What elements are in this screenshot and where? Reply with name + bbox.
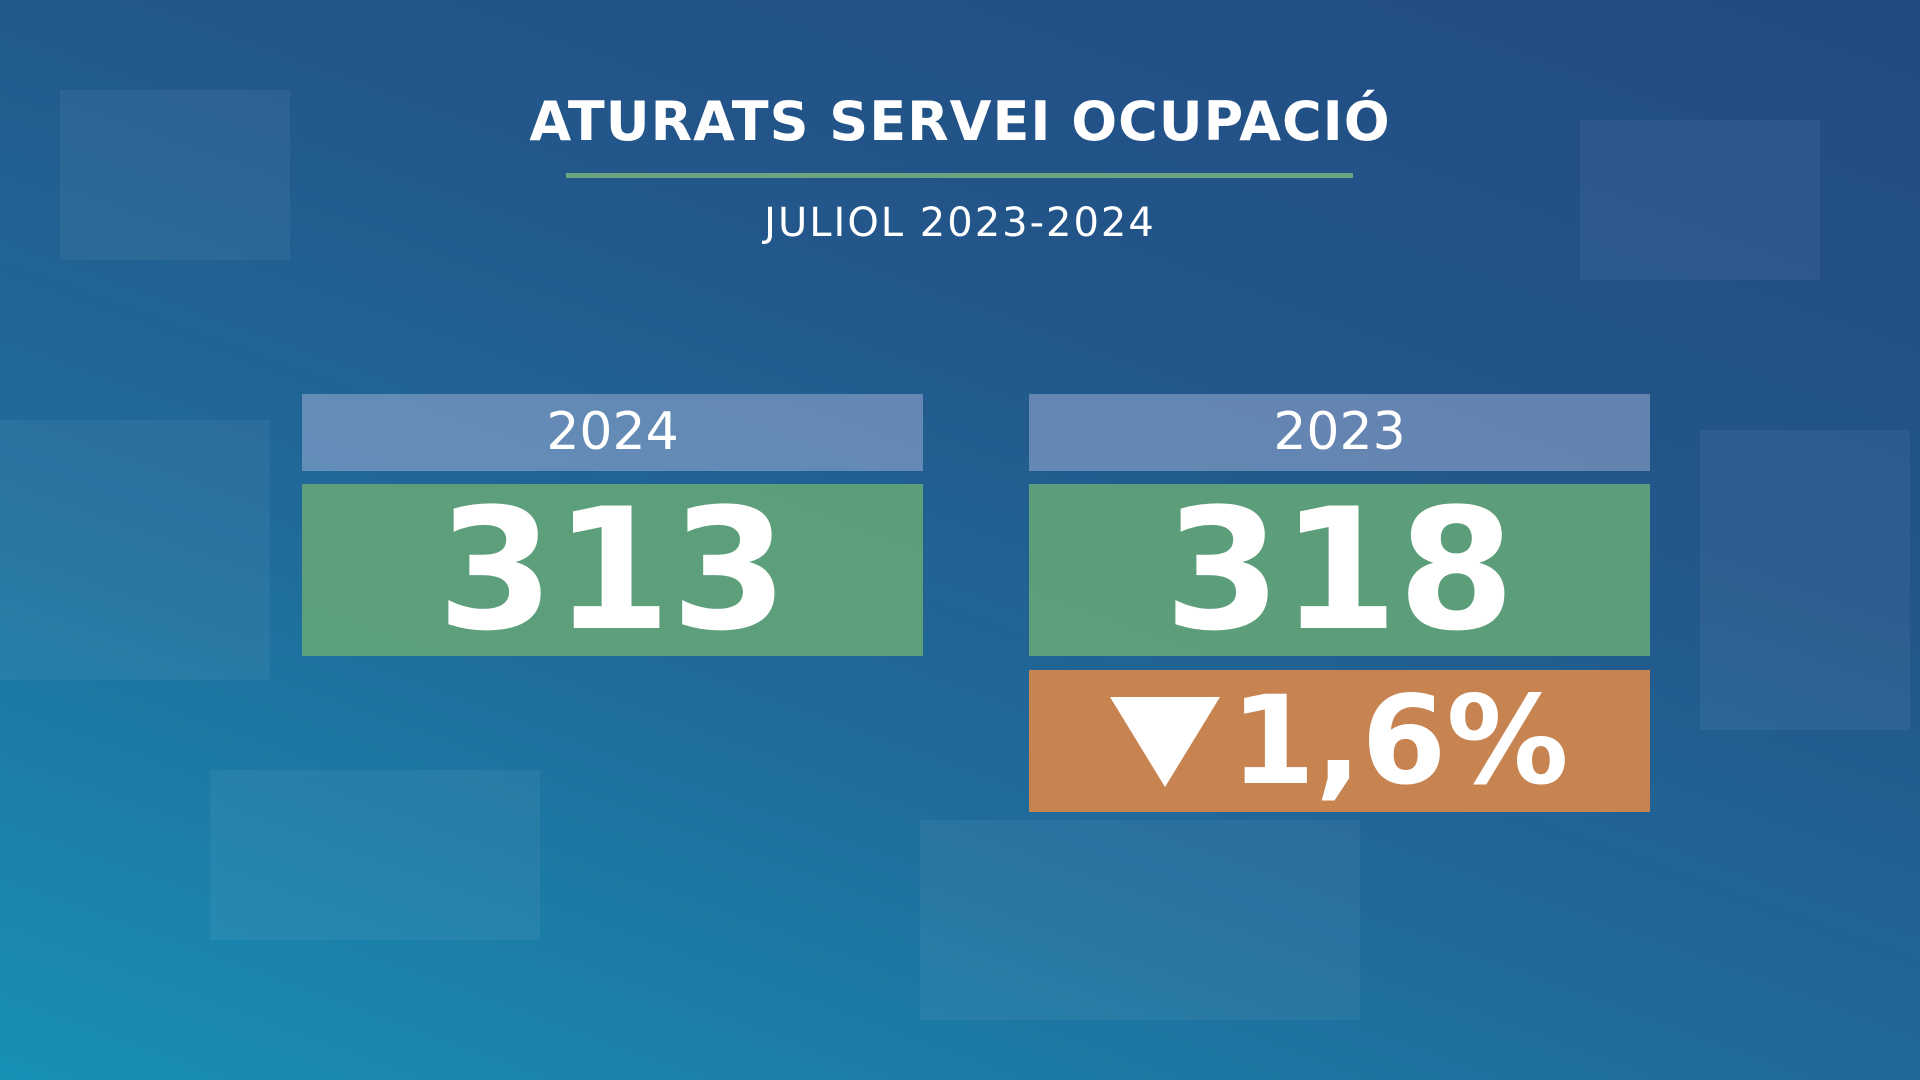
decoration [210,770,540,940]
subtitle: JULIOL 2023-2024 [764,200,1156,246]
decoration [920,820,1360,1020]
change-value: 1,6% [1230,670,1569,812]
change-box: 1,6% [1029,670,1650,812]
year-label: 2023 [1029,394,1650,471]
decoration [1700,430,1910,730]
value: 313 [302,484,923,656]
value: 318 [1029,484,1650,656]
title-rule [566,173,1353,178]
decoration [0,420,270,680]
title: ATURATS SERVEI OCUPACIÓ [529,90,1391,153]
decoration [1580,120,1820,280]
decoration [60,90,290,260]
down-arrow [1110,697,1221,787]
year-label: 2024 [302,394,923,471]
